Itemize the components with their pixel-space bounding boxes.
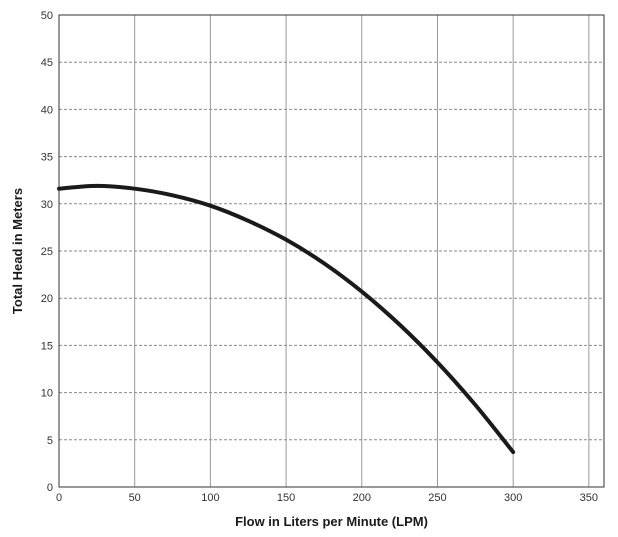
x-tick-label: 50 <box>129 492 141 504</box>
y-tick-label: 15 <box>41 340 53 352</box>
x-tick-label: 200 <box>353 492 371 504</box>
y-tick-label: 25 <box>41 246 53 258</box>
y-axis-title: Total Head in Meters <box>10 188 25 314</box>
x-tick-label: 300 <box>504 492 522 504</box>
y-tick-label: 50 <box>41 10 53 22</box>
x-tick-label: 100 <box>201 492 219 504</box>
y-tick-label: 5 <box>47 435 53 447</box>
grid <box>59 15 604 487</box>
pump-curve-line <box>57 183 516 455</box>
x-axis-title: Flow in Liters per Minute (LPM) <box>235 514 428 529</box>
y-tick-label: 0 <box>47 482 53 494</box>
plot-area-frame <box>58 14 605 488</box>
y-tick-label: 10 <box>41 388 53 400</box>
y-tick-label: 45 <box>41 57 53 69</box>
x-tick-label: 350 <box>580 492 598 504</box>
x-tick-label: 0 <box>56 492 62 504</box>
y-axis-ticks: 0 5 10 15 20 25 30 35 40 45 50 <box>41 10 53 494</box>
x-tick-label: 250 <box>428 492 446 504</box>
y-tick-label: 20 <box>41 293 53 305</box>
x-axis-ticks: 0 50 100 150 200 250 300 350 <box>56 492 598 504</box>
y-tick-label: 35 <box>41 152 53 164</box>
series-layer <box>57 183 516 455</box>
x-tick-label: 150 <box>277 492 295 504</box>
y-tick-label: 40 <box>41 104 53 116</box>
y-tick-label: 30 <box>41 199 53 211</box>
